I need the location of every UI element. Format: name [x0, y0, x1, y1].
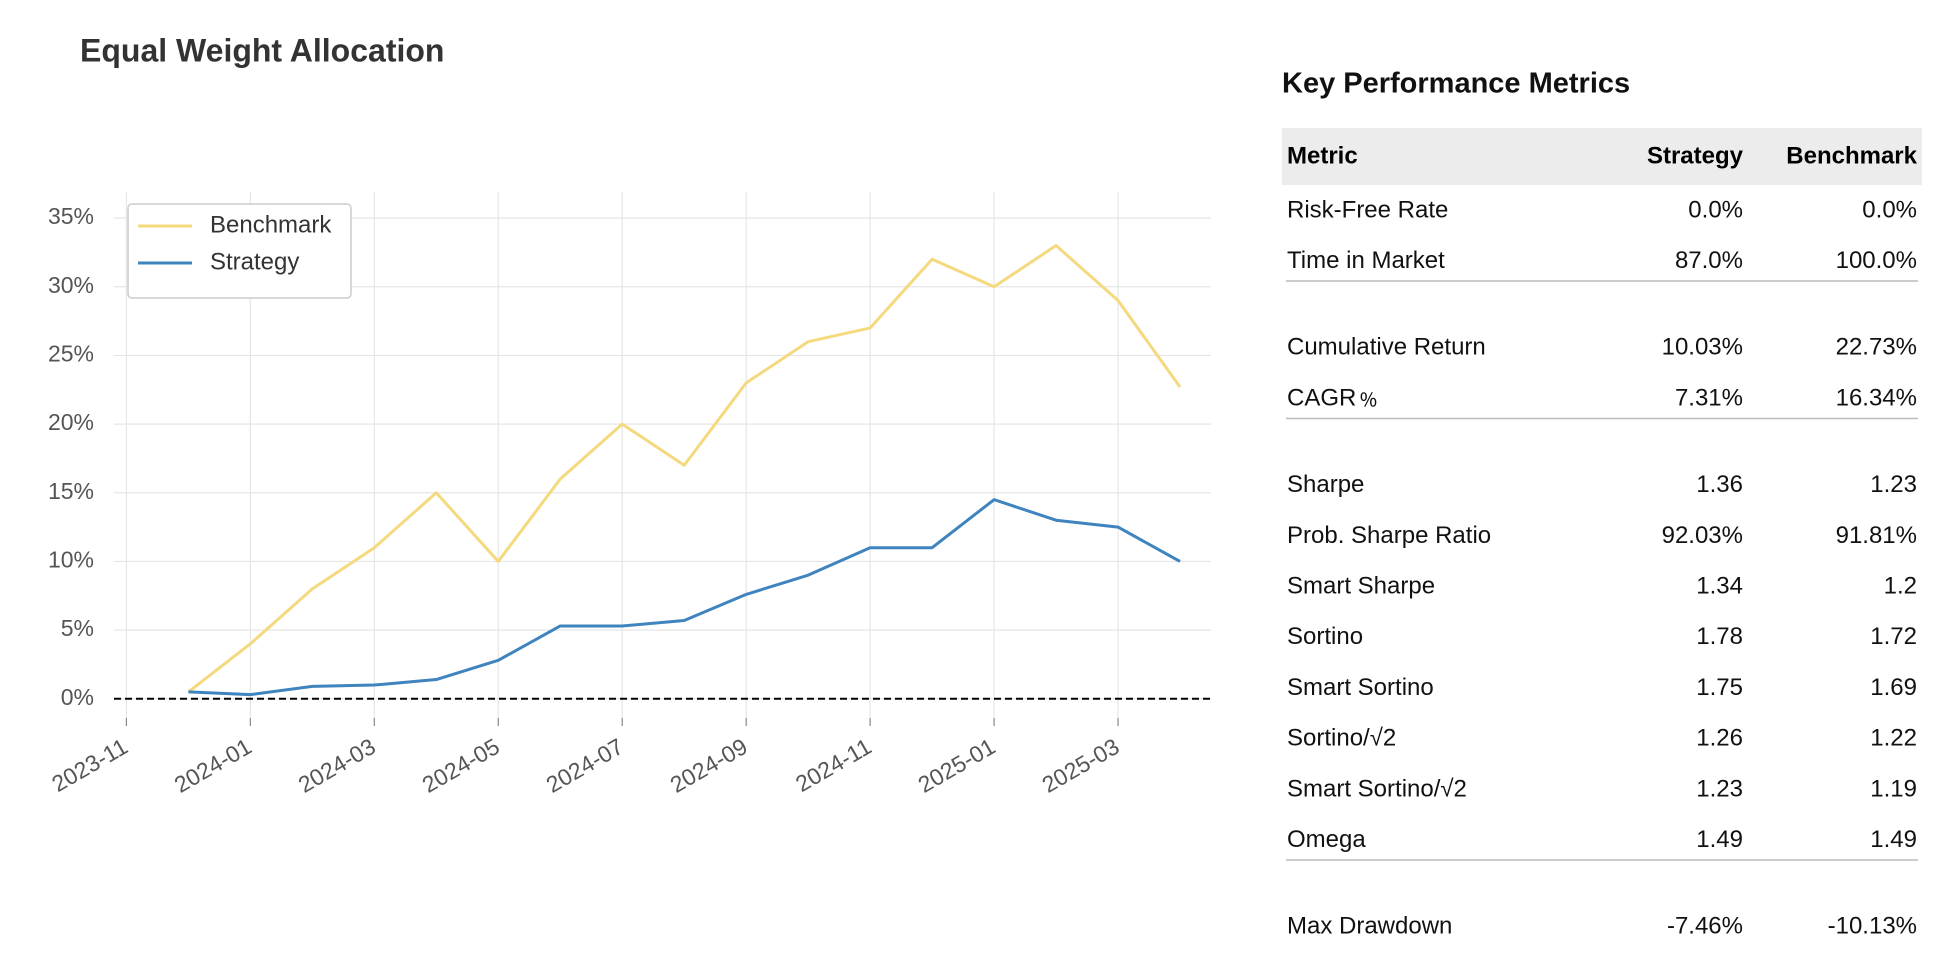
legend-label: Benchmark: [210, 211, 332, 238]
metric-value: 1.34: [1696, 573, 1743, 600]
y-tick-label: 15%: [48, 478, 94, 504]
metric-value: 1.22: [1870, 725, 1917, 752]
metric-value: 1.23: [1870, 471, 1917, 498]
metric-value: 1.75: [1696, 674, 1743, 701]
metric-value: 91.81%: [1836, 522, 1917, 549]
metric-value: 87.0%: [1675, 247, 1743, 274]
metric-value: 1.19: [1870, 775, 1917, 802]
y-tick-label: 0%: [61, 684, 94, 710]
y-tick-label: 5%: [61, 615, 94, 641]
y-tick-label: 10%: [48, 547, 94, 573]
metric-name: Time in Market: [1287, 247, 1445, 274]
table-title: Key Performance Metrics: [1282, 68, 1630, 100]
series-line: [188, 498, 1181, 697]
table-header: Strategy: [1647, 142, 1744, 169]
metric-value: 7.31%: [1675, 384, 1743, 411]
legend-label: Strategy: [210, 248, 299, 275]
metric-name: Smart Sortino: [1287, 674, 1434, 701]
x-tick-label: 2024-07: [542, 733, 628, 798]
y-tick-label: 20%: [48, 409, 94, 435]
y-tick-label: 30%: [48, 272, 94, 298]
metric-value: 1.49: [1696, 826, 1743, 853]
metric-name: Smart Sharpe: [1287, 573, 1435, 600]
metric-value: 1.49: [1870, 826, 1917, 853]
table-header: Benchmark: [1786, 142, 1917, 169]
x-tick-label: 2023-11: [47, 733, 132, 797]
metric-name: Sortino/√2: [1287, 725, 1396, 752]
metric-name: Prob. Sharpe Ratio: [1287, 522, 1491, 549]
metric-value: 100.0%: [1836, 247, 1917, 274]
chart-title: Equal Weight Allocation: [80, 32, 444, 68]
metric-value: 0.0%: [1688, 196, 1743, 223]
metric-value: 1.78: [1696, 623, 1743, 650]
table-header: Metric: [1287, 142, 1358, 169]
metric-value: 1.26: [1696, 725, 1743, 752]
metric-value: 1.36: [1696, 471, 1743, 498]
metric-name: Sharpe: [1287, 471, 1364, 498]
metric-value: 1.69: [1870, 674, 1917, 701]
x-tick-label: 2024-05: [418, 733, 504, 798]
y-tick-label: 35%: [48, 203, 94, 229]
series-line: [187, 244, 1182, 694]
x-tick-label: 2024-11: [791, 733, 876, 797]
metric-name: CAGR﹪: [1287, 384, 1380, 411]
x-tick-label: 2024-03: [294, 733, 380, 798]
metric-name: Omega: [1287, 826, 1366, 853]
x-tick-label: 2024-09: [666, 733, 752, 798]
table-header-bg: [1282, 128, 1922, 185]
metric-name: Max Drawdown: [1287, 913, 1452, 940]
x-tick-label: 2025-01: [914, 733, 1000, 798]
metric-name: Risk-Free Rate: [1287, 196, 1448, 223]
metric-name: Sortino: [1287, 623, 1363, 650]
metric-value: 1.72: [1870, 623, 1917, 650]
metric-value: 10.03%: [1662, 334, 1743, 361]
metric-name: Cumulative Return: [1287, 334, 1486, 361]
metric-value: 1.2: [1884, 573, 1917, 600]
metric-value: 16.34%: [1836, 384, 1917, 411]
metric-value: -10.13%: [1828, 913, 1917, 940]
metric-name: Smart Sortino/√2: [1287, 775, 1467, 802]
metric-value: 0.0%: [1862, 196, 1917, 223]
metric-value: -7.46%: [1667, 913, 1743, 940]
metric-value: 92.03%: [1662, 522, 1743, 549]
metric-value: 1.23: [1696, 775, 1743, 802]
x-tick-label: 2024-01: [170, 733, 256, 798]
y-tick-label: 25%: [48, 341, 94, 367]
x-tick-label: 2025-03: [1037, 733, 1123, 798]
metric-value: 22.73%: [1836, 334, 1917, 361]
